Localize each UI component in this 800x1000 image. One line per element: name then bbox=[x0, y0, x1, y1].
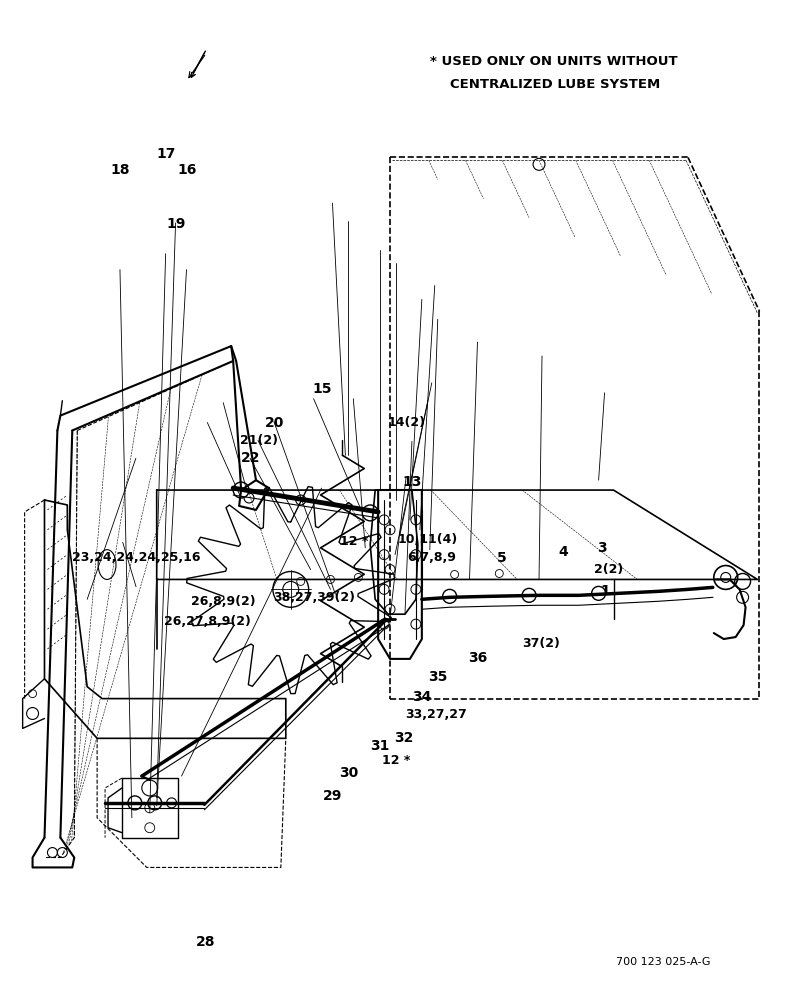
Text: 37(2): 37(2) bbox=[522, 637, 560, 650]
Text: 700 123 025-A-G: 700 123 025-A-G bbox=[616, 957, 710, 967]
Text: 14(2): 14(2) bbox=[387, 416, 426, 429]
Text: 26,27,8,9(2): 26,27,8,9(2) bbox=[164, 615, 251, 628]
Text: 32: 32 bbox=[394, 731, 414, 745]
Text: 22: 22 bbox=[241, 451, 260, 465]
Text: 15: 15 bbox=[312, 382, 332, 396]
Text: 31: 31 bbox=[370, 739, 390, 753]
Text: 21(2): 21(2) bbox=[239, 434, 278, 447]
Text: 6,7,8,9: 6,7,8,9 bbox=[407, 551, 456, 564]
Text: 38,27,39(2): 38,27,39(2) bbox=[274, 591, 355, 604]
Text: 34: 34 bbox=[413, 690, 432, 704]
Text: 30: 30 bbox=[338, 766, 358, 780]
Text: 13: 13 bbox=[402, 475, 422, 489]
Text: 18: 18 bbox=[110, 163, 130, 177]
Text: 28: 28 bbox=[196, 935, 215, 949]
Circle shape bbox=[233, 482, 249, 498]
Text: 4: 4 bbox=[558, 545, 568, 559]
Text: 1: 1 bbox=[600, 584, 610, 598]
Text: 5: 5 bbox=[497, 551, 506, 565]
Text: CENTRALIZED LUBE SYSTEM: CENTRALIZED LUBE SYSTEM bbox=[450, 78, 660, 91]
Text: 12 *: 12 * bbox=[382, 754, 410, 767]
Text: 12 *: 12 * bbox=[340, 535, 368, 548]
Text: 29: 29 bbox=[322, 789, 342, 803]
Text: 10,11(4): 10,11(4) bbox=[398, 533, 458, 546]
Text: 35: 35 bbox=[429, 670, 448, 684]
Text: 19: 19 bbox=[166, 217, 186, 231]
Text: 23,24,24,24,25,16: 23,24,24,24,25,16 bbox=[72, 551, 201, 564]
Text: 17: 17 bbox=[156, 147, 175, 161]
Text: 33,27,27: 33,27,27 bbox=[405, 708, 466, 721]
Text: 2(2): 2(2) bbox=[594, 563, 622, 576]
Text: 36: 36 bbox=[468, 651, 487, 665]
Text: 16: 16 bbox=[178, 163, 197, 177]
Text: 26,8,9(2): 26,8,9(2) bbox=[191, 595, 256, 608]
Text: 20: 20 bbox=[265, 416, 284, 430]
Text: * USED ONLY ON UNITS WITHOUT: * USED ONLY ON UNITS WITHOUT bbox=[430, 55, 678, 68]
Text: 3: 3 bbox=[597, 541, 606, 555]
